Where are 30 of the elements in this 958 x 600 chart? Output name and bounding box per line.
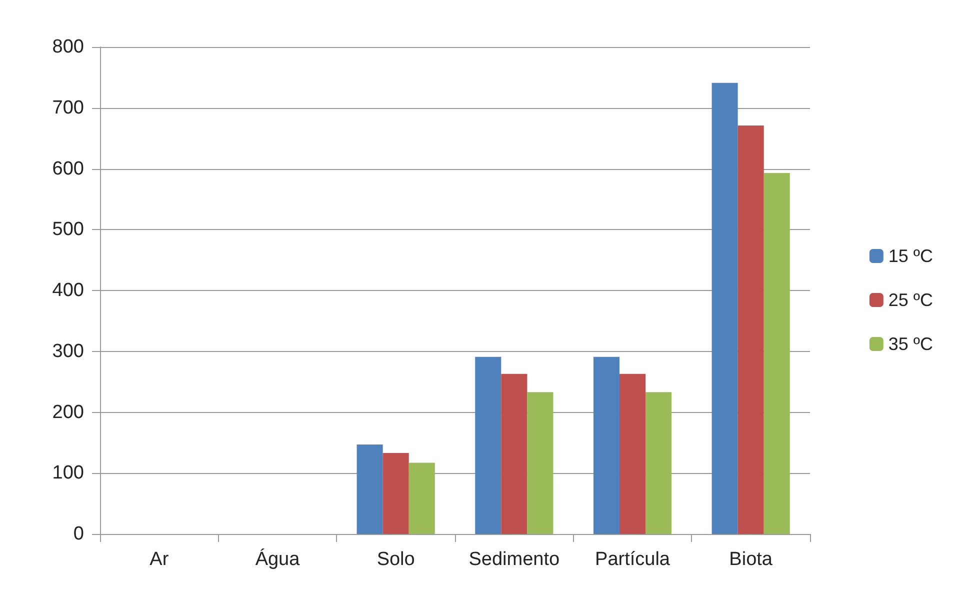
x-tick-label: Sedimento: [468, 549, 560, 570]
bar: [646, 392, 672, 534]
bar: [382, 453, 409, 534]
y-tick-label: 400: [52, 280, 84, 301]
legend-label: 35 ºC: [888, 334, 934, 354]
bar: [356, 444, 383, 534]
bar: [712, 82, 738, 534]
y-tick-label: 200: [52, 402, 84, 423]
x-tick-label: Água: [255, 548, 300, 570]
bar: [619, 374, 646, 534]
bar: [738, 126, 764, 534]
x-tick-label: Partícula: [595, 549, 670, 570]
bar: [527, 392, 554, 534]
y-tick-label: 500: [52, 219, 84, 240]
bar: [408, 462, 435, 534]
x-tick-label: Biota: [729, 549, 773, 570]
x-tick-label: Solo: [376, 549, 415, 570]
bar: [501, 374, 528, 534]
y-tick-label: 800: [52, 36, 84, 58]
x-tick-label: Ar: [150, 549, 170, 570]
y-tick-label: 100: [52, 462, 84, 484]
y-tick-label: 0: [73, 524, 84, 544]
y-tick-label: 700: [52, 97, 84, 118]
y-tick-label: 600: [52, 158, 84, 180]
bar: [593, 356, 620, 534]
bar: [764, 173, 790, 534]
legend-label: 15 ºC: [888, 246, 934, 266]
bar: [475, 356, 502, 534]
y-tick-label: 300: [52, 340, 84, 362]
legend-label: 25 ºC: [888, 290, 934, 310]
